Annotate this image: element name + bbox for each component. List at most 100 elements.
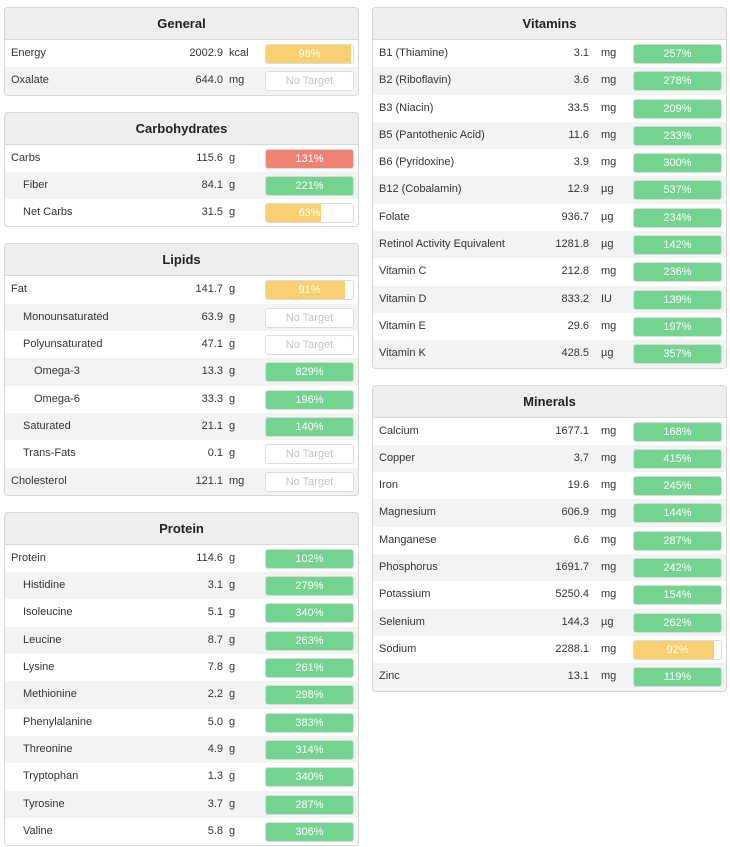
target-progress-fill bbox=[266, 795, 353, 814]
panel-title: Lipids bbox=[5, 244, 358, 277]
nutrient-amount: 644.0 bbox=[195, 74, 223, 87]
target-percent: No Target bbox=[285, 339, 334, 352]
target-percent: 537% bbox=[663, 184, 692, 197]
nutrient-amount: 8.7 bbox=[207, 633, 223, 646]
nutrient-row-phenylalanine: Phenylalanine 5.0 g 383% bbox=[5, 709, 358, 736]
target-progress-fill bbox=[266, 604, 353, 623]
nutrient-name: Copper bbox=[379, 451, 416, 464]
panel-title: Minerals bbox=[373, 385, 726, 418]
nutrient-unit: mg bbox=[601, 506, 617, 519]
target-percent: 142% bbox=[663, 239, 692, 252]
target-progress-bar: 261% bbox=[265, 658, 354, 679]
target-progress-fill bbox=[266, 204, 321, 223]
nutrient-row-vitamin-c: Vitamin C 212.8 mg 236% bbox=[373, 258, 726, 285]
target-progress-bar: 314% bbox=[265, 739, 354, 760]
nutrient-amount: 606.9 bbox=[561, 506, 589, 519]
panel-general: General Energy 2002.9 kcal 98% Oxalate 6… bbox=[4, 7, 359, 96]
nutrient-row-b6-pyridoxine: B6 (Pyridoxine) 3.9 mg 300% bbox=[373, 149, 726, 176]
nutrient-name: Retinol Activity Equivalent bbox=[379, 238, 505, 251]
target-percent: 63% bbox=[298, 207, 321, 220]
target-progress-fill bbox=[634, 449, 721, 468]
nutrient-amount: 212.8 bbox=[561, 265, 589, 278]
nutrient-row-iron: Iron 19.6 mg 245% bbox=[373, 472, 726, 499]
nutrient-amount: 115.6 bbox=[196, 151, 223, 164]
nutrient-name: Trans-Fats bbox=[23, 447, 76, 460]
nutrient-row-lysine: Lysine 7.8 g 261% bbox=[5, 654, 358, 681]
nutrient-row-retinol-activity-equivalent: Retinol Activity Equivalent 1281.8 µg 14… bbox=[373, 231, 726, 259]
nutrient-unit: mg bbox=[229, 74, 245, 87]
nutrient-row-trans-fats: Trans-Fats 0.1 g No Target bbox=[5, 440, 358, 467]
nutrient-unit: g bbox=[229, 365, 236, 378]
target-progress-fill bbox=[634, 477, 721, 496]
target-percent: 262% bbox=[663, 616, 692, 629]
target-progress-bar: 140% bbox=[265, 416, 354, 437]
nutrient-row-potassium: Potassium 5250.4 mg 154% bbox=[373, 581, 726, 608]
panel-body: Fat 141.7 g 91% Monounsaturated 63.9 g N… bbox=[5, 276, 358, 495]
target-progress-bar: 209% bbox=[633, 98, 722, 119]
nutrient-row-cholesterol: Cholesterol 121.1 mg No Target bbox=[5, 467, 358, 495]
panel-body: B1 (Thiamine) 3.1 mg 257% B2 (Riboflavin… bbox=[373, 40, 726, 368]
panel-carbohydrates: Carbohydrates Carbs 115.6 g 131% Fiber 8… bbox=[4, 111, 359, 228]
nutrient-amount: 3.7 bbox=[573, 451, 589, 464]
target-progress-fill bbox=[634, 99, 721, 118]
target-progress-bar: 278% bbox=[633, 71, 722, 92]
nutrient-name: Omega-6 bbox=[34, 392, 80, 405]
nutrient-row-b12-cobalamin: B12 (Cobalamin) 12.9 µg 537% bbox=[373, 176, 726, 204]
nutrient-unit: µg bbox=[601, 210, 614, 223]
nutrient-row-vitamin-e: Vitamin E 29.6 mg 197% bbox=[373, 313, 726, 340]
target-progress-bar: 357% bbox=[633, 344, 722, 365]
target-progress-bar: 221% bbox=[265, 175, 354, 196]
target-progress-fill bbox=[634, 586, 721, 605]
nutrient-row-methionine: Methionine 2.2 g 298% bbox=[5, 681, 358, 709]
target-progress-fill bbox=[634, 640, 715, 659]
nutrient-unit: g bbox=[229, 447, 236, 460]
nutrient-name: Vitamin E bbox=[379, 319, 426, 332]
target-progress-fill bbox=[634, 422, 721, 441]
nutrient-unit: g bbox=[229, 797, 236, 810]
panel-body: Protein 114.6 g 102% Histidine 3.1 g 279… bbox=[5, 545, 358, 845]
target-percent: 340% bbox=[295, 607, 324, 620]
nutrient-amount: 19.6 bbox=[567, 479, 589, 492]
nutrient-row-oxalate: Oxalate 644.0 mg No Target bbox=[5, 67, 358, 95]
nutrient-unit: kcal bbox=[229, 47, 249, 59]
target-percent: 221% bbox=[295, 179, 324, 192]
nutrient-name: Selenium bbox=[379, 615, 425, 628]
target-progress-fill bbox=[634, 504, 721, 523]
nutrient-name: Leucine bbox=[23, 633, 62, 646]
target-percent: 261% bbox=[295, 662, 324, 675]
nutrient-name: Valine bbox=[23, 824, 53, 837]
target-progress-fill bbox=[634, 72, 721, 91]
target-progress-bar: 340% bbox=[265, 603, 354, 624]
target-percent: 131% bbox=[295, 152, 324, 165]
target-percent: No Target bbox=[285, 448, 334, 461]
target-percent: No Target bbox=[285, 75, 334, 88]
nutrient-amount: 4.9 bbox=[207, 742, 223, 755]
target-percent: 102% bbox=[295, 552, 324, 565]
nutrient-row-tyrosine: Tyrosine 3.7 g 287% bbox=[5, 790, 358, 818]
nutrient-unit: mg bbox=[601, 642, 617, 655]
target-progress-fill bbox=[634, 345, 721, 364]
target-progress-bar: 234% bbox=[633, 207, 722, 228]
target-progress-bar: 263% bbox=[265, 630, 354, 651]
nutrient-unit: mg bbox=[601, 128, 617, 141]
nutrient-unit: g bbox=[229, 338, 236, 351]
nutrient-unit: g bbox=[229, 715, 236, 728]
target-progress-bar: 142% bbox=[633, 235, 722, 256]
target-progress-bar: No Target bbox=[265, 307, 354, 328]
nutrient-row-threonine: Threonine 4.9 g 314% bbox=[5, 735, 358, 764]
nutrient-name: Vitamin K bbox=[379, 347, 426, 360]
nutrient-row-carbs: Carbs 115.6 g 131% bbox=[5, 145, 358, 172]
nutrient-row-b3-niacin: B3 (Niacin) 33.5 mg 209% bbox=[373, 95, 726, 122]
nutrient-name: B1 (Thiamine) bbox=[379, 47, 449, 59]
target-percent: 197% bbox=[663, 320, 692, 333]
target-progress-fill bbox=[634, 208, 721, 227]
target-percent: 298% bbox=[295, 689, 324, 702]
nutrient-name: Tyrosine bbox=[23, 797, 65, 810]
panel-body: Carbs 115.6 g 131% Fiber 84.1 g 221% Net… bbox=[5, 145, 358, 227]
panel-protein: Protein Protein 114.6 g 102% Histidine 3… bbox=[4, 511, 359, 847]
nutrient-amount: 3.1 bbox=[573, 47, 589, 59]
nutrient-amount: 1.3 bbox=[207, 770, 223, 783]
nutrient-amount: 3.7 bbox=[207, 797, 223, 810]
nutrient-unit: g bbox=[229, 688, 236, 701]
nutrient-name: B12 (Cobalamin) bbox=[379, 183, 462, 196]
